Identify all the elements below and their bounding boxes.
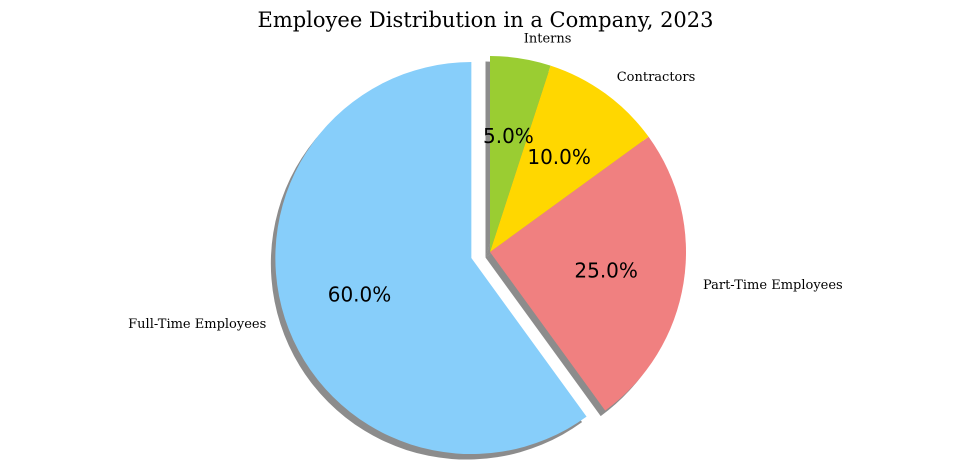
slice-part-time-employees [490,136,686,411]
pct-label-full-time-employees: 60.0% [328,282,392,306]
category-label-full-time-employees: Full-Time Employees [128,317,266,332]
pct-label-contractors: 10.0% [527,145,591,169]
slice-contractors [490,65,649,252]
chart-title: Employee Distribution in a Company, 2023 [257,8,713,32]
category-label-part-time-employees: Part-Time Employees [703,278,843,293]
pct-label-interns: 5.0% [483,124,534,148]
label-layer: 60.0% Full-Time Employees 25.0% Part-Time E… [128,32,843,333]
category-label-contractors: Contractors [617,70,696,85]
pct-label-part-time-employees: 25.0% [574,258,638,282]
slice-full-time-employees [275,62,587,455]
slice-layer [275,56,686,455]
category-label-interns: Interns [524,32,572,47]
slice-interns [490,56,551,252]
